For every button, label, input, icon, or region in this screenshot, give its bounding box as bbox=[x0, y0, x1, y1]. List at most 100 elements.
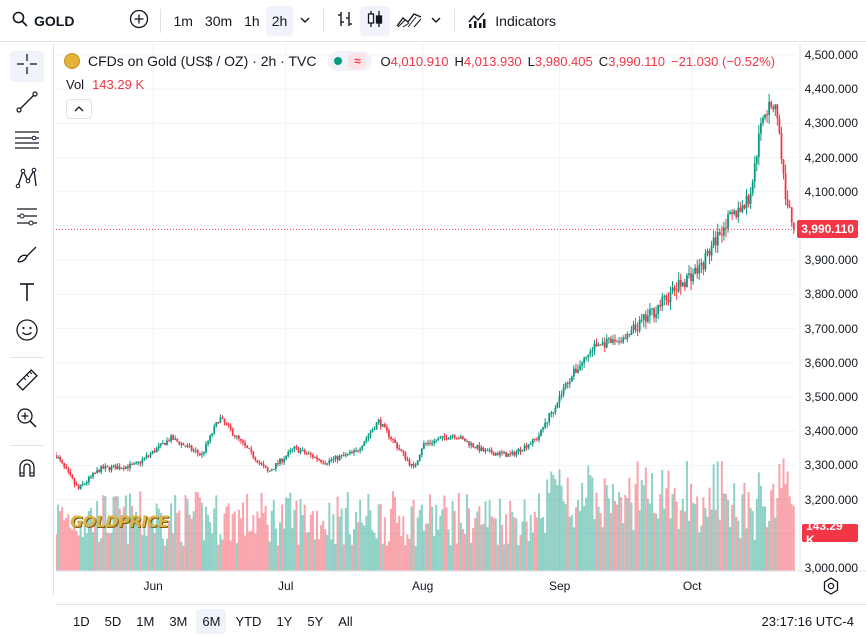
volume-bar bbox=[484, 501, 487, 571]
fib-tool[interactable] bbox=[10, 127, 44, 158]
candle-body bbox=[673, 287, 676, 291]
candle-body bbox=[720, 234, 723, 236]
candle-body bbox=[379, 419, 382, 427]
volume-bar bbox=[114, 495, 117, 571]
volume-bar bbox=[745, 528, 748, 571]
candle-body bbox=[340, 455, 343, 457]
range-5d[interactable]: 5D bbox=[104, 613, 122, 629]
area-chart-type-button[interactable] bbox=[394, 6, 424, 36]
emoji-tool[interactable] bbox=[10, 317, 44, 348]
chart-settings-button[interactable] bbox=[822, 577, 840, 595]
volume-bar bbox=[252, 515, 255, 571]
range-1d[interactable]: 1D bbox=[73, 613, 90, 629]
volume-bar bbox=[696, 496, 699, 571]
interval-30m[interactable]: 30m bbox=[204, 12, 233, 29]
candle-body bbox=[671, 287, 674, 292]
candle-body bbox=[348, 451, 351, 454]
interval-1m[interactable]: 1m bbox=[173, 12, 193, 29]
volume-bar bbox=[426, 523, 429, 571]
volume-bar bbox=[227, 503, 230, 571]
candle-body bbox=[336, 456, 339, 461]
volume-label: Vol bbox=[66, 77, 85, 92]
price-chart[interactable] bbox=[56, 43, 866, 595]
candle-body bbox=[227, 424, 230, 426]
candle-body bbox=[225, 422, 228, 425]
candle-body bbox=[83, 483, 86, 485]
crosshair-tool[interactable] bbox=[9, 51, 44, 82]
volume-bar bbox=[527, 540, 530, 571]
volume-bar bbox=[69, 527, 72, 571]
candle-body bbox=[338, 456, 341, 461]
candle-body bbox=[320, 459, 323, 462]
volume-bar bbox=[281, 504, 284, 571]
volume-bar bbox=[574, 507, 577, 571]
bar-chart-type-button[interactable] bbox=[330, 6, 360, 36]
clock[interactable]: 23:17:16 UTC-4 bbox=[761, 614, 855, 629]
range-1y[interactable]: 1Y bbox=[276, 613, 293, 629]
candle-body bbox=[412, 463, 415, 467]
y-tick-label: 3,400.000 bbox=[804, 424, 858, 439]
candle-body bbox=[174, 438, 177, 440]
candle-body bbox=[414, 465, 417, 467]
volume-bar bbox=[153, 533, 156, 571]
range-ytd[interactable]: YTD bbox=[235, 613, 262, 629]
collapse-legend-button[interactable] bbox=[66, 99, 92, 119]
candle-body bbox=[706, 250, 709, 254]
candle-body bbox=[618, 341, 621, 343]
volume-bar bbox=[118, 508, 121, 571]
candle-body bbox=[98, 470, 101, 473]
candle-body bbox=[383, 424, 386, 427]
trend-line-tool[interactable] bbox=[10, 89, 44, 120]
range-5y[interactable]: 5Y bbox=[307, 613, 324, 629]
volume-bar bbox=[375, 538, 378, 571]
magnet-tool[interactable] bbox=[10, 455, 44, 486]
volume-bar bbox=[556, 485, 559, 571]
range-3m[interactable]: 3M bbox=[169, 613, 188, 629]
compare-add-button[interactable] bbox=[124, 6, 154, 36]
volume-bar bbox=[213, 508, 216, 571]
candle-body bbox=[447, 438, 450, 440]
forecast-icon bbox=[15, 204, 39, 233]
indicators-button[interactable]: Indicators bbox=[461, 6, 562, 36]
zoom-tool[interactable] bbox=[10, 405, 44, 436]
time-axis[interactable]: Jun Jul Aug Sep Oct bbox=[56, 579, 796, 595]
volume-bar bbox=[453, 511, 456, 571]
volume-bar bbox=[258, 517, 261, 571]
volume-bar bbox=[702, 497, 705, 571]
range-1m[interactable]: 1M bbox=[136, 613, 155, 629]
volume-bar bbox=[163, 545, 166, 571]
volume-bar bbox=[61, 507, 64, 571]
volume-bar bbox=[83, 522, 86, 571]
prediction-tool[interactable] bbox=[10, 203, 44, 234]
chart-pane[interactable]: CFDs on Gold (US$ / OZ) · 2h · TVC ≈ O4,… bbox=[56, 43, 866, 595]
interval-2h[interactable]: 2h bbox=[265, 5, 294, 36]
pattern-tool[interactable] bbox=[10, 165, 44, 196]
candle-body bbox=[704, 253, 707, 270]
range-6m[interactable]: 6M bbox=[196, 608, 227, 634]
interval-dropdown[interactable] bbox=[293, 6, 317, 36]
candle-body bbox=[661, 296, 664, 307]
text-tool[interactable] bbox=[10, 279, 44, 310]
volume-bar bbox=[371, 530, 374, 571]
volume-bar bbox=[537, 493, 540, 571]
volume-bar bbox=[630, 502, 633, 571]
candle-body bbox=[334, 456, 337, 459]
volume-bar bbox=[585, 497, 588, 571]
candles-chart-type-button[interactable] bbox=[360, 5, 391, 36]
candle-body bbox=[659, 304, 662, 307]
price-axis[interactable]: 4,500.000 4,400.000 4,300.000 4,200.000 4,10… bbox=[797, 43, 866, 575]
candle-body bbox=[499, 452, 501, 456]
range-all[interactable]: All bbox=[338, 613, 353, 629]
brush-tool[interactable] bbox=[10, 241, 44, 272]
interval-1h[interactable]: 1h bbox=[244, 12, 260, 29]
volume-bar bbox=[350, 544, 353, 571]
volume-value: 143.29 K bbox=[92, 77, 145, 92]
market-status[interactable]: ≈ bbox=[328, 51, 373, 71]
symbol-search[interactable]: GOLD bbox=[0, 0, 86, 42]
volume-bar bbox=[381, 543, 384, 571]
measure-tool[interactable] bbox=[10, 367, 44, 398]
volume-bar bbox=[215, 495, 218, 571]
chart-type-dropdown[interactable] bbox=[424, 6, 448, 36]
volume-bar bbox=[663, 508, 666, 571]
volume-bar bbox=[601, 527, 604, 571]
